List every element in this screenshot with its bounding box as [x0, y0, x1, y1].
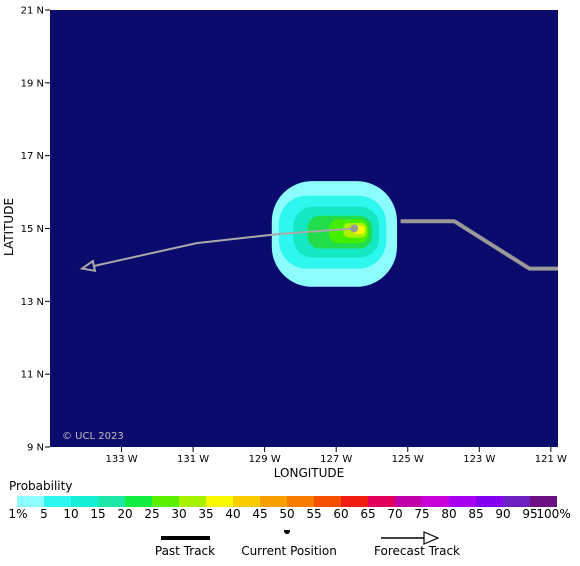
probability-scale-label: 15 [90, 507, 106, 521]
legend-title: Probability [9, 479, 73, 493]
probability-swatch [395, 496, 422, 507]
track-legend: Past Track Current Position Forecast Tra… [0, 530, 580, 560]
probability-scale-label: 40 [225, 507, 241, 521]
lat-tick-label: 15 N [21, 224, 44, 235]
current-position-label: Current Position [241, 544, 337, 558]
probability-scale-label: 20 [117, 507, 133, 521]
probability-swatch [44, 496, 71, 507]
current-position-legend-dot [284, 530, 290, 534]
forecast-arrow-head [79, 259, 97, 273]
probability-scale-label: 90 [495, 507, 511, 521]
probability-swatch [152, 496, 179, 507]
probability-scale-label: 95 [522, 507, 538, 521]
map-credit: © UCL 2023 [62, 431, 124, 442]
probability-swatch [125, 496, 152, 507]
lon-tick-label: 123 W [463, 454, 495, 465]
past-track-label: Past Track [154, 544, 216, 558]
probability-scale-label: 5 [40, 507, 48, 521]
probability-swatch [233, 496, 260, 507]
probability-swatch [314, 496, 341, 507]
probability-scale-label: 1% [8, 507, 28, 521]
lon-tick-label: 133 W [105, 454, 137, 465]
x-axis-title: LONGITUDE [274, 466, 344, 480]
probability-scale-label: 80 [441, 507, 457, 521]
probability-swatch [287, 496, 314, 507]
probability-swatch [206, 496, 233, 507]
probability-scale-label: 70 [387, 507, 403, 521]
lon-tick-label: 125 W [392, 454, 424, 465]
probability-scale-labels: 1% 5 10 15 20 25 30 35 40 45 50 55 60 65 70 75 80 85 90 95 1… [0, 507, 580, 523]
lat-tick-label: 21 N [21, 6, 44, 17]
probability-swatch [260, 496, 287, 507]
probability-scale-label: 100% [536, 507, 571, 521]
lat-tick-label: 19 N [21, 78, 44, 89]
probability-swatch [530, 496, 557, 507]
probability-scale-label: 55 [306, 507, 322, 521]
lon-tick-label: 129 W [249, 454, 281, 465]
probability-swatch [17, 496, 44, 507]
forecast-track-legend-arrow-icon [423, 531, 440, 545]
probability-scale-label: 60 [333, 507, 349, 521]
probability-swatch [503, 496, 530, 507]
probability-scale-label: 25 [144, 507, 160, 521]
lat-tick-label: 11 N [21, 370, 44, 381]
forecast-track-label: Forecast Track [374, 544, 460, 558]
probability-scale-label: 65 [360, 507, 376, 521]
track-legend-symbols [161, 530, 440, 545]
lat-tick-label: 13 N [21, 297, 44, 308]
probability-swatch [368, 496, 395, 507]
probability-swatch [71, 496, 98, 507]
lat-tick-label: 9 N [27, 443, 44, 454]
probability-scale-label: 50 [279, 507, 295, 521]
probability-scale-label: 75 [414, 507, 430, 521]
y-axis-title: LATITUDE [2, 198, 16, 256]
probability-swatch [476, 496, 503, 507]
probability-swatch [98, 496, 125, 507]
lat-tick-label: 17 N [21, 151, 44, 162]
axis-ticks: 21 N 19 N 17 N 15 N 13 N 11 N 9 N 133 W 131 W 129… [21, 6, 567, 466]
current-position-marker [350, 224, 359, 233]
probability-scale-label: 10 [63, 507, 79, 521]
probability-scale-label: 85 [468, 507, 484, 521]
probability-scale-label: 45 [252, 507, 268, 521]
probability-swatch [179, 496, 206, 507]
probability-scale-label: 30 [171, 507, 187, 521]
lon-tick-label: 131 W [177, 454, 209, 465]
forecast-track-line [81, 227, 355, 270]
probability-swatch [422, 496, 449, 507]
probability-swatch [449, 496, 476, 507]
probability-field [271, 181, 398, 287]
probability-color-bar [17, 496, 557, 507]
probability-scale-label: 35 [198, 507, 214, 521]
lon-tick-label: 127 W [320, 454, 352, 465]
probability-swatch [341, 496, 368, 507]
past-track-line [400, 219, 558, 271]
lon-tick-label: 121 W [535, 454, 567, 465]
